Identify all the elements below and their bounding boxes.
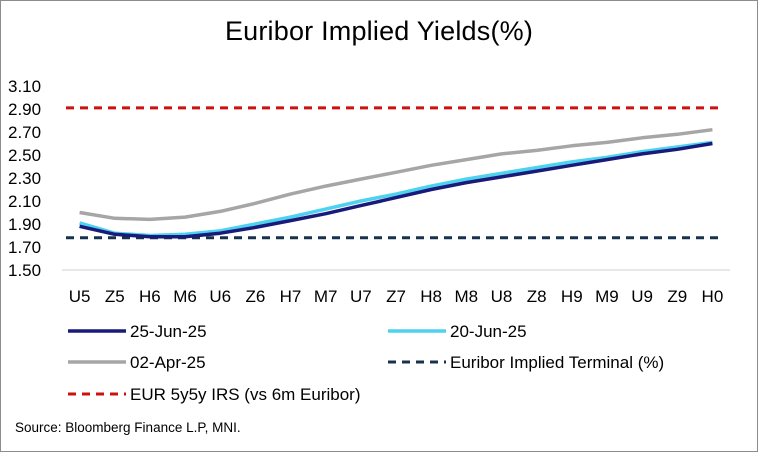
legend-label-25-jun-25: 25-Jun-25: [130, 322, 207, 341]
x-tick-label: H9: [561, 287, 583, 306]
legend: 25-Jun-25 20-Jun-25 02-Apr-25 Euribor Impli…: [68, 322, 664, 404]
legend-label-20-jun-25: 20-Jun-25: [450, 322, 527, 341]
chart-title: Euribor Implied Yields(%): [224, 16, 534, 46]
x-tick-label: Z5: [105, 287, 125, 306]
y-tick-label: 2.30: [8, 169, 41, 188]
y-tick-label: 2.70: [8, 123, 41, 142]
x-tick-label: Z9: [667, 287, 687, 306]
x-tick-label: H0: [702, 287, 724, 306]
y-tick-label: 1.50: [8, 261, 41, 280]
y-tick-label: 3.10: [8, 77, 41, 96]
series-line-25-jun-25: [79, 141, 713, 239]
legend-label-02-apr-25: 02-Apr-25: [130, 353, 206, 372]
x-tick-label: M7: [314, 287, 338, 306]
x-tick-label: M9: [595, 287, 619, 306]
x-tick-label: U5: [69, 287, 91, 306]
y-tick-label: 2.90: [8, 100, 41, 119]
legend-label-eur-5y5y-irs-vs-6m-euribor: EUR 5y5y IRS (vs 6m Euribor): [130, 385, 361, 404]
x-tick-label: H6: [139, 287, 161, 306]
x-tick-label: Z7: [386, 287, 406, 306]
x-tick-label: U7: [350, 287, 372, 306]
x-axis: U5 Z5 H6 M6 U6 Z6 H7 M7 U7 Z7 H8 M8 U8 Z8 H9 M9 U9 Z9 H0: [62, 269, 730, 306]
x-tick-label: H8: [420, 287, 442, 306]
y-tick-label: 2.10: [8, 192, 41, 211]
y-axis: 3.10 2.90 2.70 2.50 2.30 2.10 1.90 1.70 1.50: [8, 77, 41, 280]
y-tick-label: 1.70: [8, 238, 41, 257]
x-tick-label: Z6: [245, 287, 265, 306]
x-tick-label: U6: [209, 287, 231, 306]
legend-label-euribor-implied-terminal: Euribor Implied Terminal (%): [450, 353, 664, 372]
series-line-20-jun-25: [79, 140, 713, 238]
series-layer: [66, 106, 722, 240]
series-line-02-apr-25: [79, 127, 713, 222]
x-tick-label: H7: [280, 287, 302, 306]
y-tick-label: 1.90: [8, 215, 41, 234]
x-tick-label: U9: [631, 287, 653, 306]
x-tick-label: M8: [455, 287, 479, 306]
source-note: Source: Bloomberg Finance L.P, MNI.: [15, 420, 241, 435]
x-tick-label: M6: [173, 287, 197, 306]
y-tick-label: 2.50: [8, 146, 41, 165]
x-tick-label: U8: [491, 287, 513, 306]
x-tick-label: Z8: [527, 287, 547, 306]
